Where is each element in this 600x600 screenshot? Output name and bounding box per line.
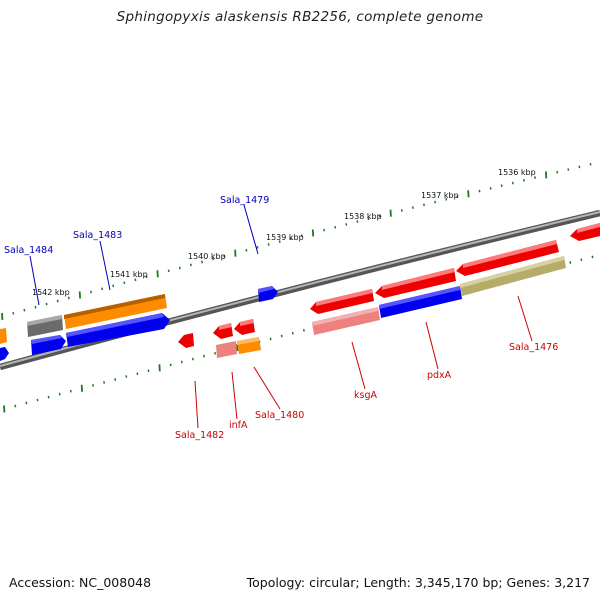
gene-red-pdxA[interactable] [375, 268, 456, 298]
genome-summary-text: Topology: circular; Length: 3,345,170 bp… [246, 575, 590, 590]
gene-pink-infA-lower[interactable] [216, 341, 237, 358]
gene-label-sala-1476[interactable]: Sala_1476 [509, 342, 558, 353]
gene-label-sala-1484[interactable]: Sala_1484 [4, 245, 53, 256]
tick-label-1541: 1541 kbp [110, 270, 148, 279]
gene-label-pdxA[interactable]: pdxA [427, 370, 452, 381]
gene-orange-left-forward[interactable] [0, 328, 7, 344]
gene-label-ksgA[interactable]: ksgA [354, 390, 377, 401]
reverse-strand-genes [310, 223, 600, 335]
outer-ruler [1, 162, 592, 320]
gene-label-sala-1479[interactable]: Sala_1479 [220, 195, 269, 206]
gene-label-infA[interactable]: infA [229, 420, 248, 431]
gene-olive-sala-1476-lower[interactable] [460, 256, 566, 296]
gene-label-sala-1483[interactable]: Sala_1483 [73, 230, 122, 241]
gene-gray-forward[interactable] [27, 315, 63, 337]
tick-label-1537: 1537 kbp [421, 191, 459, 200]
gene-orange-sala-1480-lower[interactable] [237, 337, 261, 354]
gene-orange-forward[interactable] [64, 294, 167, 329]
gene-label-sala-1480[interactable]: Sala_1480 [255, 410, 304, 421]
tick-label-1542: 1542 kbp [32, 288, 70, 297]
gene-blue-left-forward[interactable] [0, 347, 9, 361]
gene-red-sala-1476[interactable] [456, 240, 559, 276]
map-title: Sphingopyxis alaskensis RB2256, complete… [116, 9, 484, 25]
forward-strand-genes [0, 286, 278, 361]
accession-text: Accession: NC_008048 [9, 575, 152, 590]
gene-blue-forward-sala-1483[interactable] [66, 313, 170, 347]
gene-red-sala-1482[interactable] [178, 333, 194, 348]
gene-red-ksgA[interactable] [310, 289, 374, 314]
gene-labels: Sala_1484 Sala_1483 Sala_1479 Sala_1482 … [4, 195, 558, 441]
small-reverse-genes [178, 319, 261, 358]
label-leaders [29, 204, 533, 429]
gene-red-infA[interactable] [213, 323, 233, 339]
gene-blue-forward-sala-1479[interactable] [258, 286, 278, 302]
tick-label-1536: 1536 kbp [498, 168, 536, 177]
tick-label-1538: 1538 kbp [344, 212, 382, 221]
tick-label-1539: 1539 kbp [266, 233, 304, 242]
gene-red-sala-1480[interactable] [234, 319, 255, 335]
gene-blue-pdxA-lower[interactable] [379, 286, 462, 318]
gene-blue-forward-sala-1484[interactable] [31, 335, 66, 355]
gene-red-right-edge[interactable] [570, 223, 600, 241]
gene-label-sala-1482[interactable]: Sala_1482 [175, 430, 224, 441]
tick-label-1540: 1540 kbp [188, 252, 226, 261]
gene-pink-ksgA-lower[interactable] [312, 307, 380, 335]
tick-labels: 1536 kbp 1537 kbp 1538 kbp 1539 kbp 1540… [32, 168, 536, 297]
